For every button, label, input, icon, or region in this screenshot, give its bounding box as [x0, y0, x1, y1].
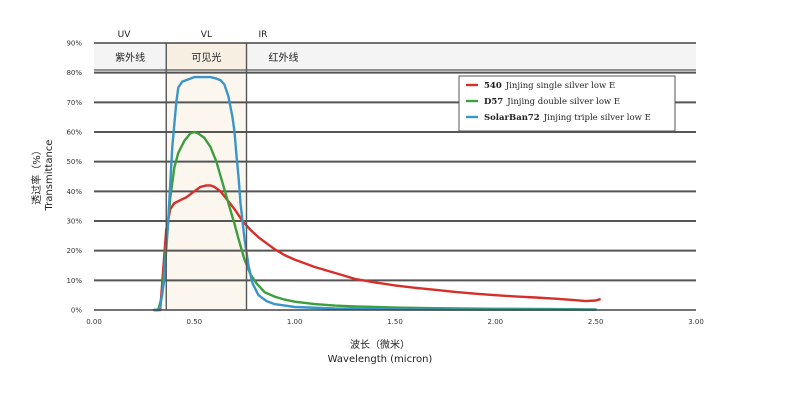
y-tick-label: 40% [66, 188, 82, 196]
band-header-vl [166, 43, 247, 70]
band-code-vl: VL [201, 30, 212, 40]
legend-box [458, 75, 676, 132]
y-tick-label: 60% [66, 129, 82, 137]
band-code-uv: UV [118, 30, 132, 40]
legend-series-name: SolarBan72 [484, 113, 540, 123]
legend-entry-1: D57 Jinjing double silver low E [484, 97, 620, 107]
y-tick-label: 20% [66, 247, 82, 255]
legend-series-name: D57 [484, 97, 503, 107]
x-axis-title-cn: 波长（微米） [350, 338, 410, 351]
y-tick-label: 50% [66, 158, 82, 166]
legend-series-label: Jinjing single silver low E [505, 81, 615, 91]
y-tick-label: 10% [66, 277, 82, 285]
legend-series-label: Jinjing triple silver low E [543, 113, 651, 123]
plot-frame [94, 42, 696, 311]
x-tick-label: 2.00 [488, 318, 504, 326]
series-line-2 [152, 75, 597, 312]
y-tick-label: 70% [66, 99, 82, 107]
y-tick-label: 80% [66, 69, 82, 77]
x-tick-label: 0.50 [187, 318, 203, 326]
legend-entry-0: 540 Jinjing single silver low E [484, 81, 615, 91]
band-name-vl: 可见光 [191, 51, 221, 64]
legend-series-name: 540 [484, 81, 502, 91]
legend-series-label: Jinjing double silver low E [506, 97, 620, 107]
x-tick-label: 1.00 [287, 318, 303, 326]
band-name-ir: 红外线 [269, 51, 299, 64]
x-tick-label: 0.00 [86, 318, 102, 326]
series-lines [152, 75, 601, 312]
legend-entry-2: SolarBan72 Jinjing triple silver low E [484, 113, 651, 123]
band-header-ir [246, 43, 697, 70]
band-header-uv [94, 43, 167, 70]
y-axis-title-en: Transmittance [44, 140, 55, 212]
band-code-ir: IR [259, 30, 268, 40]
x-axis-title-en: Wavelength (micron) [328, 354, 433, 365]
series-line-0 [152, 184, 601, 312]
x-tick-label: 1.50 [387, 318, 403, 326]
band-name-uv: 紫外线 [115, 51, 145, 64]
y-tick-label: 90% [66, 40, 82, 48]
y-tick-label: 0% [71, 307, 82, 315]
gridlines [94, 69, 696, 282]
series-line-1 [152, 130, 597, 312]
band-background-uv [94, 43, 167, 310]
y-axis-title-cn: 透过率（%） [30, 145, 43, 205]
y-tick-label: 30% [66, 218, 82, 226]
axis-ticks: 0% 10% 20% 30% 40% 50% 60% 70% 80% 90% 0.00 0.50 1.0… [66, 40, 703, 327]
x-tick-label: 2.50 [588, 318, 604, 326]
x-tick-label: 3.00 [688, 318, 704, 326]
band-background-vl [166, 43, 247, 310]
